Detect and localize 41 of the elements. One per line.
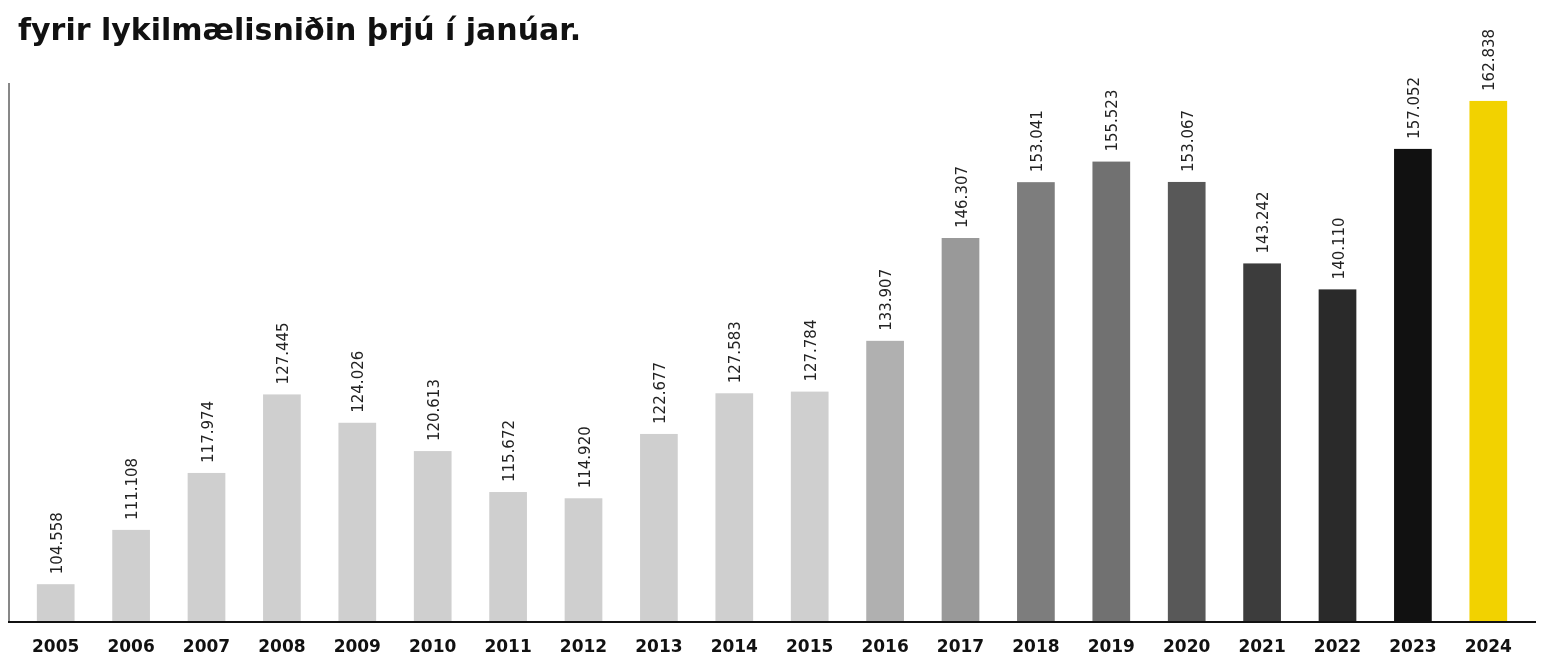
data-label: 111.108 [123, 457, 142, 520]
chart-title: fyrir lykilmælisniðin þrjú í janúar. [18, 12, 582, 47]
x-tick-label: 2023 [1389, 636, 1437, 656]
data-label: 127.445 [273, 322, 292, 385]
x-tick-label: 2005 [32, 636, 80, 656]
data-label: 143.242 [1254, 191, 1273, 254]
data-label: 127.583 [726, 321, 745, 384]
data-label: 162.838 [1480, 28, 1499, 91]
data-label: 115.672 [500, 420, 519, 483]
x-tick-label: 2020 [1163, 636, 1211, 656]
data-label: 153.041 [1027, 110, 1046, 173]
x-tick-label: 2018 [1012, 636, 1060, 656]
x-tick-label: 2024 [1464, 636, 1513, 656]
x-tick-label: 2009 [333, 636, 381, 656]
x-tick-label: 2014 [710, 636, 759, 656]
x-tick-label: 2008 [258, 636, 306, 656]
x-tick-label: 2010 [409, 636, 457, 656]
x-tick-label: 2006 [107, 636, 155, 656]
data-label: 157.052 [1404, 76, 1423, 139]
x-tick-label: 2016 [861, 636, 909, 656]
data-label: 153.067 [1178, 109, 1197, 172]
data-label: 124.026 [349, 350, 368, 413]
data-label: 133.907 [877, 268, 896, 331]
x-tick-label: 2011 [484, 636, 532, 656]
x-tick-label: 2022 [1313, 636, 1362, 656]
data-label: 122.677 [650, 361, 669, 424]
x-tick-label: 2007 [182, 636, 231, 656]
data-label: 117.974 [198, 400, 217, 463]
x-tick-label: 2012 [559, 636, 608, 656]
x-tick-label: 2019 [1087, 636, 1135, 656]
data-label: 120.613 [424, 379, 443, 442]
data-label: 146.307 [952, 165, 971, 229]
x-tick-label: 2017 [936, 636, 985, 656]
data-label: 104.558 [47, 512, 66, 575]
data-label: 127.784 [801, 319, 820, 382]
x-tick-label: 2021 [1238, 636, 1286, 656]
x-tick-label: 2013 [635, 636, 683, 656]
data-label: 155.523 [1103, 89, 1122, 152]
x-tick-label: 2015 [786, 636, 834, 656]
data-label: 140.110 [1329, 217, 1348, 280]
data-label: 114.920 [575, 426, 594, 489]
